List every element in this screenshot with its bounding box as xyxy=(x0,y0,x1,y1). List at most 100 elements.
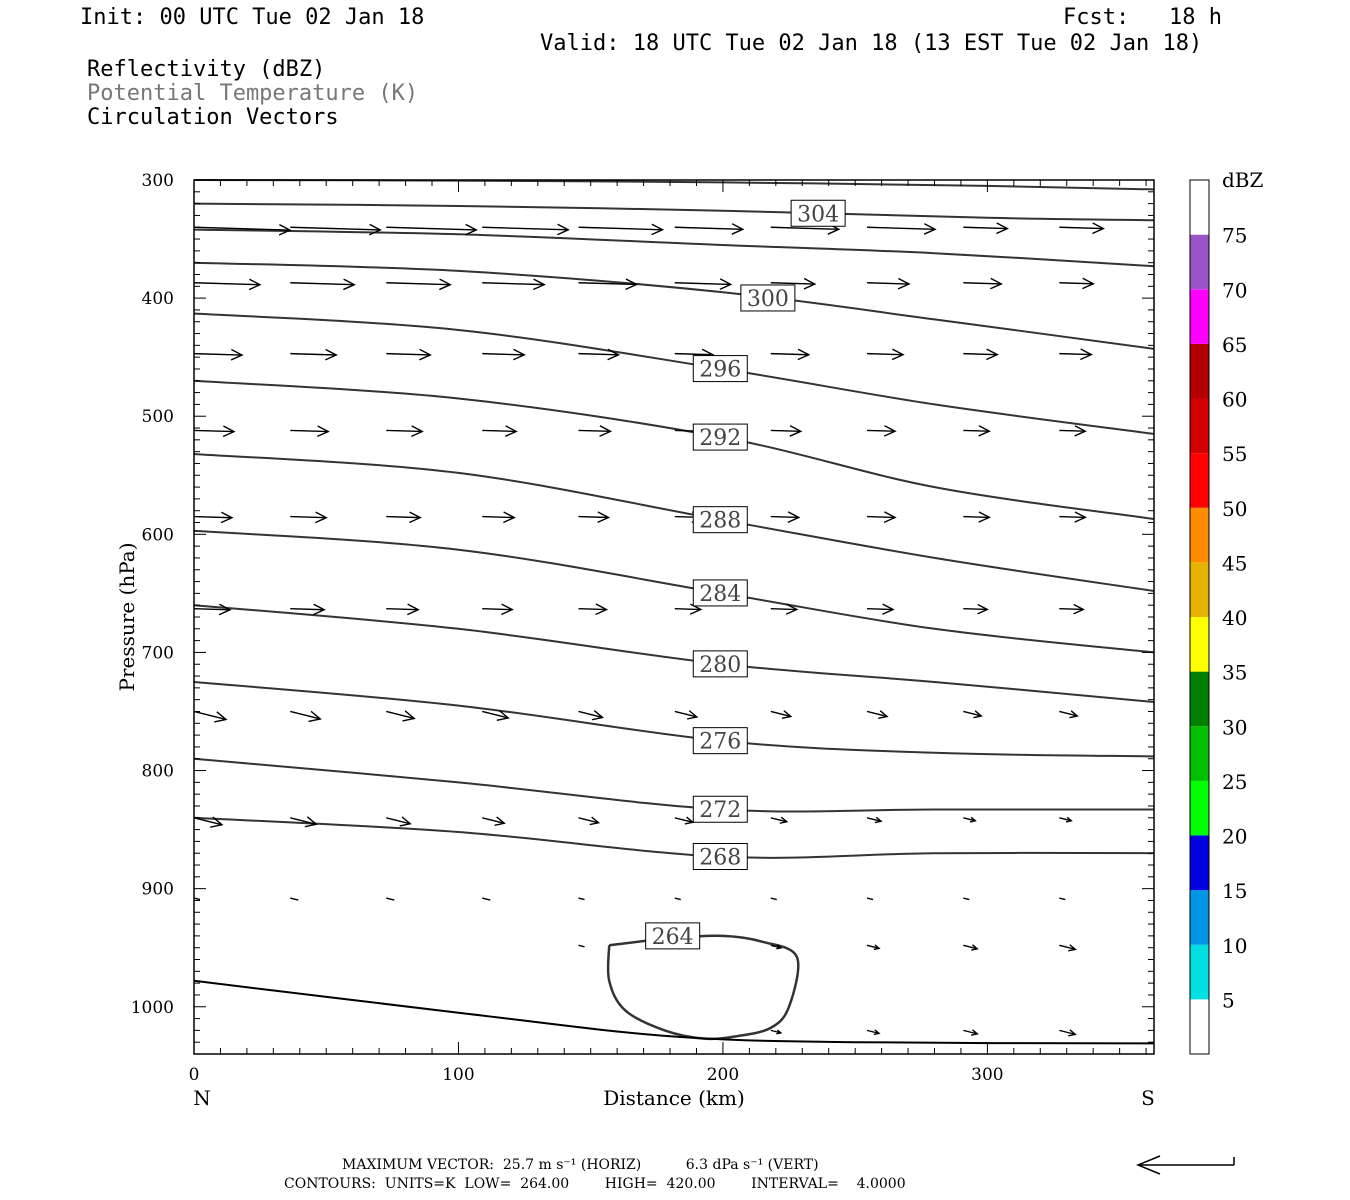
vector-head xyxy=(686,710,699,720)
y-tick-label: 600 xyxy=(142,525,174,545)
circulation-vector xyxy=(578,816,601,826)
vector-shaft xyxy=(482,515,515,519)
circulation-vector xyxy=(866,897,874,901)
vector-head xyxy=(409,511,422,524)
circulation-vector xyxy=(482,223,570,236)
colorbar-label: 60 xyxy=(1222,388,1247,412)
circulation-vector xyxy=(290,223,382,236)
colorbar-label: 10 xyxy=(1222,934,1247,958)
circulation-vector xyxy=(482,278,546,291)
circulation-vector xyxy=(193,511,234,524)
vector-head xyxy=(731,223,745,235)
vector-shaft xyxy=(1059,710,1078,717)
theta-contour-300 xyxy=(193,261,1155,350)
circulation-vector xyxy=(386,511,422,524)
circulation-vector xyxy=(386,348,432,361)
circulation-vector xyxy=(770,1029,783,1035)
vector-shaft xyxy=(386,710,415,720)
circulation-vector xyxy=(290,278,356,291)
contour-label-text: 296 xyxy=(699,358,741,383)
vector-shaft xyxy=(193,282,261,286)
circulation-vector xyxy=(290,511,328,524)
circulation-vector xyxy=(963,710,983,719)
vector-head xyxy=(897,277,911,290)
contours-layer xyxy=(193,179,1155,1045)
colorbar-label: 45 xyxy=(1222,551,1247,575)
vector-head xyxy=(308,710,322,723)
vector-shaft xyxy=(867,352,904,356)
circulation-vector xyxy=(386,223,478,236)
circulation-vector xyxy=(578,897,585,901)
vector-shaft xyxy=(482,710,509,719)
vector-head xyxy=(971,1029,979,1036)
vector-head xyxy=(1073,603,1085,615)
vector-shaft xyxy=(963,710,982,717)
vector-shaft xyxy=(193,897,201,901)
vector-shaft xyxy=(578,710,603,719)
circulation-vector xyxy=(578,710,605,721)
circulation-vector xyxy=(770,277,817,290)
colorbar-segment xyxy=(1190,780,1209,836)
vector-head xyxy=(369,223,382,236)
vector-head xyxy=(465,223,478,236)
vector-head xyxy=(787,511,801,523)
vector-shaft xyxy=(674,608,701,611)
circulation-vector xyxy=(867,511,897,523)
vector-head xyxy=(797,348,811,361)
circulation-vector xyxy=(290,710,322,723)
circulation-vector xyxy=(290,897,299,901)
vector-shaft xyxy=(866,1029,880,1035)
theta-contour-304 xyxy=(193,202,1155,222)
contour-label-text: 280 xyxy=(699,653,741,678)
vector-head xyxy=(210,816,224,828)
contour-label-box xyxy=(692,579,748,607)
axes: Distance (km) Pressure (hPa) N S 0 100 200… xyxy=(115,171,1155,1110)
vector-head xyxy=(595,603,609,616)
field-reflectivity: Reflectivity (dBZ) xyxy=(87,57,326,82)
circulation-vector xyxy=(1059,944,1077,952)
contour-label-box xyxy=(692,506,748,534)
contour-label-text: 276 xyxy=(699,730,741,755)
vector-shaft xyxy=(770,352,809,356)
vector-shaft xyxy=(386,282,451,286)
contour-label-text: 284 xyxy=(699,582,741,607)
vectors-layer xyxy=(193,222,1105,1037)
contour-label-264: 264 xyxy=(645,922,701,950)
colorbar-label: 70 xyxy=(1222,278,1247,302)
vector-shaft xyxy=(482,226,569,231)
vector-shaft xyxy=(867,429,896,432)
theta-contour-264 xyxy=(606,934,800,1041)
vector-head xyxy=(439,278,452,291)
circulation-vector xyxy=(482,709,510,722)
circulation-vector xyxy=(674,223,745,235)
theta-contour-280 xyxy=(193,604,1155,703)
contour-label-box xyxy=(692,843,748,871)
vector-head xyxy=(494,816,506,826)
circulation-vector xyxy=(482,603,514,616)
vector-head xyxy=(503,511,516,524)
circulation-vector xyxy=(866,816,883,824)
vector-shaft xyxy=(193,817,223,826)
vector-shaft xyxy=(963,944,978,950)
vector-head xyxy=(557,223,570,236)
vector-shaft xyxy=(963,352,998,356)
vector-shaft xyxy=(386,897,395,901)
vector-head xyxy=(996,222,1009,235)
vector-shaft xyxy=(674,352,713,356)
init-time: Init: 00 UTC Tue 02 Jan 18 xyxy=(80,5,425,30)
y-tick-label: 900 xyxy=(142,880,174,900)
vector-head xyxy=(625,278,639,291)
y-tick-label: 400 xyxy=(142,289,174,309)
circulation-vector xyxy=(386,278,452,291)
vector-head xyxy=(304,816,318,828)
vector-shaft xyxy=(290,226,381,231)
colorbar-label: 30 xyxy=(1222,715,1247,739)
circulation-vector xyxy=(674,897,681,901)
vector-shaft xyxy=(386,429,423,433)
vector-shaft xyxy=(290,608,325,611)
circulation-vector xyxy=(578,425,613,437)
circulation-vector xyxy=(770,944,783,950)
vector-head xyxy=(589,816,601,826)
vector-shaft xyxy=(482,282,545,286)
vector-shaft xyxy=(963,1029,978,1035)
